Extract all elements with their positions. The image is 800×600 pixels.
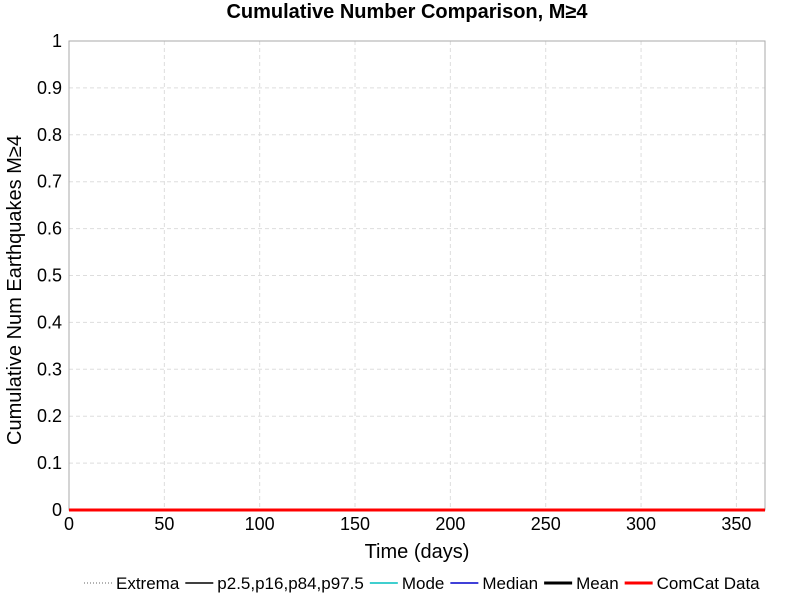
- legend: Extrema p2.5,p16,p84,p97.5 Mode Median Mean C…: [84, 574, 760, 593]
- y-tick-label: 0.4: [37, 312, 62, 332]
- legend-label: ComCat Data: [657, 574, 761, 593]
- y-tick-label: 0.5: [37, 266, 62, 286]
- legend-label: p2.5,p16,p84,p97.5: [217, 574, 364, 593]
- y-tick-label: 0.8: [37, 125, 62, 145]
- y-tick-label: 0.3: [37, 359, 62, 379]
- x-ticks: 0 50 100 150 200 250 300 350: [64, 514, 751, 534]
- x-tick-label: 350: [721, 514, 751, 534]
- x-tick-label: 100: [245, 514, 275, 534]
- y-axis-label: Cumulative Num Earthquakes M≥4: [4, 135, 26, 445]
- y-tick-label: 0.7: [37, 172, 62, 192]
- x-tick-label: 300: [626, 514, 656, 534]
- y-tick-label: 0.6: [37, 219, 62, 239]
- y-tick-label: 0: [52, 500, 62, 520]
- legend-label: Mode: [402, 574, 445, 593]
- y-tick-label: 0.2: [37, 406, 62, 426]
- y-tick-label: 1: [52, 31, 62, 51]
- y-ticks: 0 0.1 0.2 0.3 0.4 0.5 0.6 0.7 0.8 0.9 1: [37, 31, 62, 520]
- x-tick-label: 150: [340, 514, 370, 534]
- y-tick-label: 0.1: [37, 453, 62, 473]
- chart-title: Cumulative Number Comparison, M≥4: [226, 1, 588, 23]
- x-tick-label: 0: [64, 514, 74, 534]
- y-tick-label: 0.9: [37, 78, 62, 98]
- x-tick-label: 250: [531, 514, 561, 534]
- x-axis-label: Time (days): [365, 541, 470, 563]
- legend-label: Extrema: [116, 574, 180, 593]
- legend-label: Mean: [576, 574, 619, 593]
- x-tick-label: 200: [435, 514, 465, 534]
- legend-label: Median: [482, 574, 538, 593]
- x-tick-label: 50: [154, 514, 174, 534]
